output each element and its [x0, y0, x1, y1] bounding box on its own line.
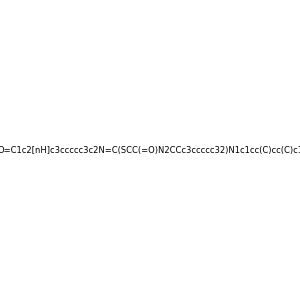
- Text: O=C1c2[nH]c3ccccc3c2N=C(SCC(=O)N2CCc3ccccc32)N1c1cc(C)cc(C)c1: O=C1c2[nH]c3ccccc3c2N=C(SCC(=O)N2CCc3ccc…: [0, 146, 300, 154]
